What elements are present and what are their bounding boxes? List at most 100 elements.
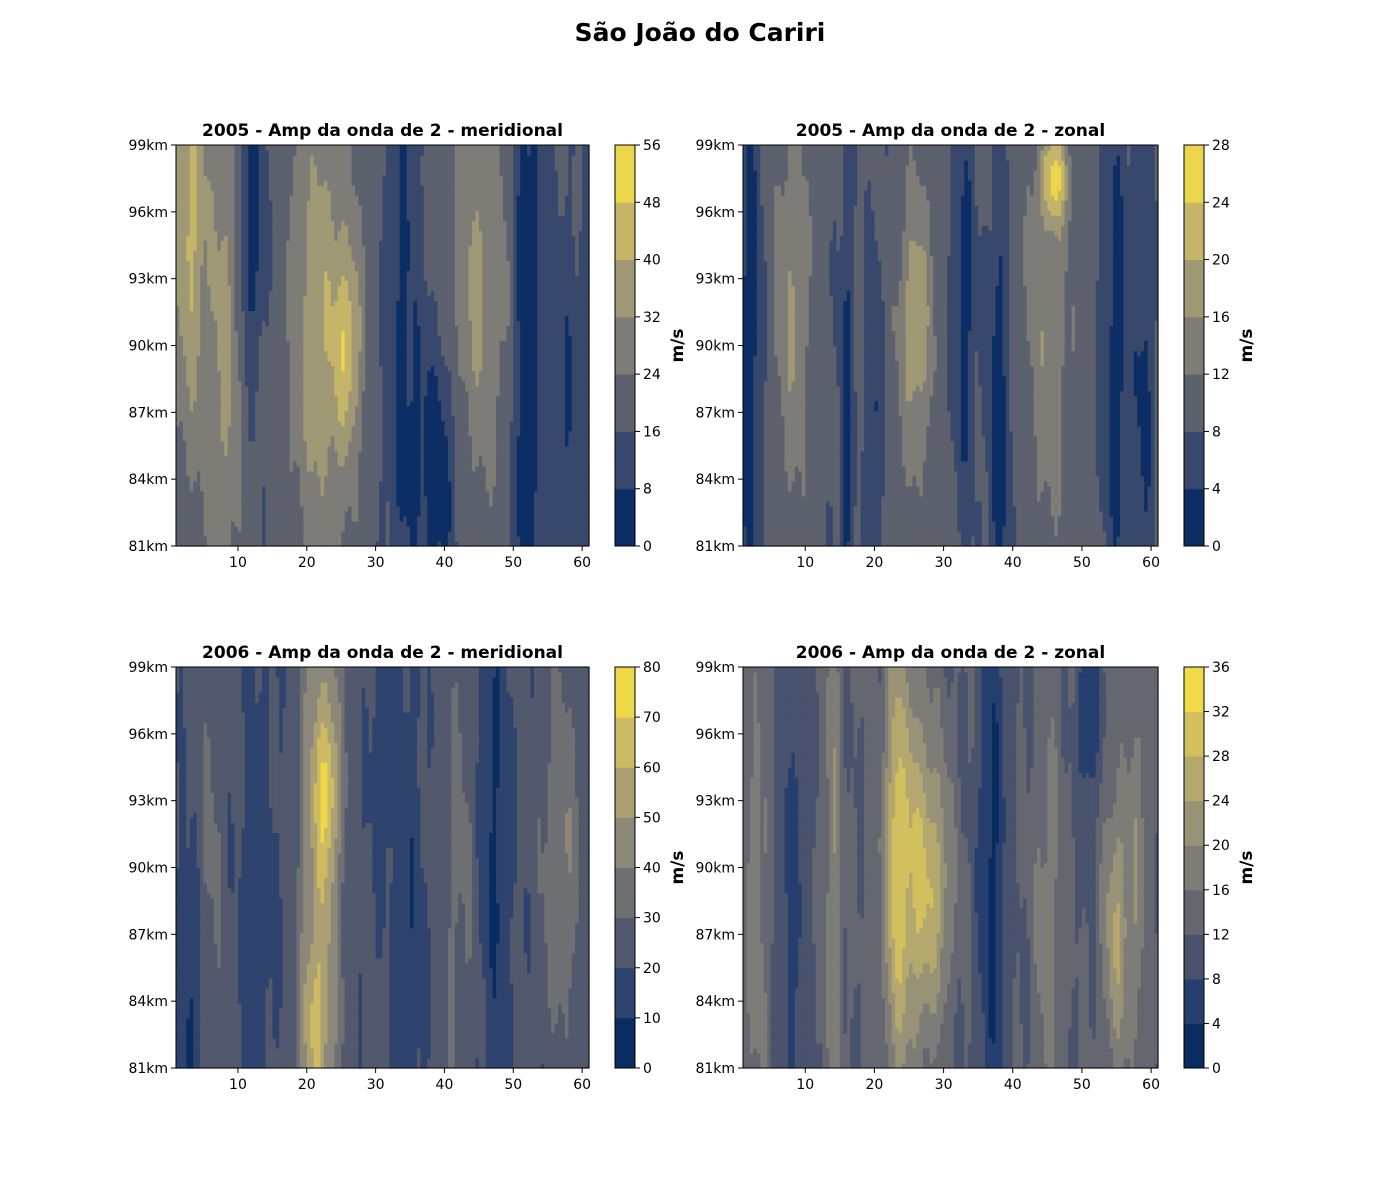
heatmap-cell	[228, 401, 232, 407]
heatmap-cell	[575, 431, 579, 437]
heatmap-cell	[307, 476, 311, 482]
heatmap-cell	[365, 461, 369, 467]
heatmap-cell	[520, 461, 524, 467]
heatmap-cell	[197, 431, 201, 437]
heatmap-cell	[252, 411, 256, 417]
heatmap-cell	[493, 456, 497, 462]
heatmap-cell	[517, 511, 521, 517]
heatmap-cell	[444, 506, 448, 512]
heatmap-cell	[238, 536, 242, 542]
heatmap-cell	[500, 396, 504, 402]
heatmap-cell	[276, 486, 280, 492]
heatmap-cell	[572, 501, 576, 507]
heatmap-cell	[176, 386, 180, 392]
heatmap-cell	[238, 396, 242, 402]
heatmap-cell	[472, 496, 476, 502]
heatmap-cell	[200, 371, 204, 377]
heatmap-cell	[441, 476, 445, 482]
heatmap-cell	[472, 536, 476, 542]
heatmap-cell	[510, 401, 514, 407]
heatmap-cell	[252, 481, 256, 487]
heatmap-cell	[427, 436, 431, 442]
heatmap-cell	[386, 406, 390, 412]
heatmap-cell	[217, 521, 221, 527]
heatmap-cell	[221, 426, 225, 432]
heatmap-cell	[197, 506, 201, 512]
heatmap-cell	[245, 486, 249, 492]
heatmap-cell	[238, 486, 242, 492]
heatmap-cell	[327, 496, 331, 502]
heatmap-cell	[217, 516, 221, 522]
heatmap-cell	[317, 461, 321, 467]
heatmap-cell	[355, 481, 359, 487]
heatmap-cell	[307, 461, 311, 467]
heatmap-cell	[314, 421, 318, 427]
heatmap-cell	[500, 476, 504, 482]
heatmap-cell	[293, 521, 297, 527]
heatmap-cell	[314, 456, 318, 462]
heatmap-cell	[248, 536, 252, 542]
heatmap-cell	[241, 481, 245, 487]
heatmap-cell	[300, 531, 304, 537]
heatmap-cell	[537, 481, 541, 487]
heatmap-cell	[520, 451, 524, 457]
heatmap-cell	[555, 446, 559, 452]
heatmap-cell	[310, 481, 314, 487]
heatmap-cell	[283, 476, 287, 482]
heatmap-cell	[300, 421, 304, 427]
heatmap-cell	[176, 501, 180, 507]
heatmap-cell	[296, 411, 300, 417]
heatmap-cell	[190, 476, 194, 482]
heatmap-cell	[255, 516, 259, 522]
heatmap-cell	[327, 431, 331, 437]
heatmap-cell	[341, 501, 345, 507]
heatmap-cell	[231, 521, 235, 527]
heatmap-cell	[572, 491, 576, 497]
heatmap-cell	[186, 506, 190, 512]
heatmap-cell	[393, 511, 397, 517]
heatmap-cell	[462, 536, 466, 542]
heatmap-cell	[334, 411, 338, 417]
heatmap-cell	[444, 456, 448, 462]
heatmap-cell	[369, 436, 373, 442]
heatmap-cell	[341, 461, 345, 467]
heatmap-cell	[551, 376, 555, 382]
heatmap-cell	[241, 446, 245, 452]
heatmap-cell	[221, 416, 225, 422]
heatmap-cell	[276, 451, 280, 457]
heatmap-cell	[486, 491, 490, 497]
heatmap-cell	[434, 531, 438, 537]
heatmap-cell	[537, 456, 541, 462]
heatmap-cell	[204, 386, 208, 392]
heatmap-cell	[200, 421, 204, 427]
heatmap-cell	[520, 496, 524, 502]
heatmap-cell	[272, 381, 276, 387]
heatmap-cell	[475, 521, 479, 527]
heatmap-cell	[186, 416, 190, 422]
heatmap-cell	[482, 416, 486, 422]
heatmap-cell	[217, 416, 221, 422]
heatmap-cell	[293, 446, 297, 452]
heatmap-cell	[310, 506, 314, 512]
heatmap-cell	[345, 421, 349, 427]
heatmap-cell	[486, 436, 490, 442]
heatmap-cell	[231, 396, 235, 402]
heatmap-cell	[186, 461, 190, 467]
heatmap-cell	[341, 476, 345, 482]
heatmap-cell	[558, 441, 562, 447]
heatmap-cell	[510, 396, 514, 402]
heatmap-cell	[207, 376, 211, 382]
heatmap-cell	[386, 391, 390, 397]
heatmap-cell	[572, 431, 576, 437]
heatmap-cell	[283, 511, 287, 517]
heatmap-cell	[372, 516, 376, 522]
heatmap-cell	[396, 381, 400, 387]
heatmap-cell	[451, 436, 455, 442]
heatmap-cell	[321, 446, 325, 452]
heatmap-cell	[527, 491, 531, 497]
heatmap-cell	[486, 506, 490, 512]
heatmap-cell	[527, 411, 531, 417]
heatmap-cell	[334, 451, 338, 457]
heatmap-cell	[217, 511, 221, 517]
heatmap-cell	[262, 446, 266, 452]
